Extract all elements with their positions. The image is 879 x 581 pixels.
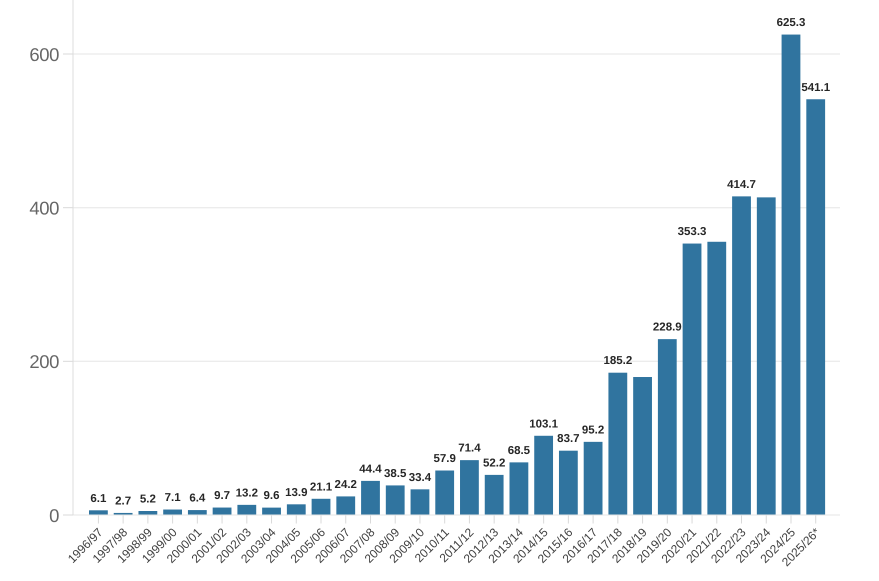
svg-text:6.1: 6.1 xyxy=(90,493,107,505)
svg-text:7.1: 7.1 xyxy=(165,492,182,504)
svg-text:353.3: 353.3 xyxy=(678,226,707,238)
svg-text:600: 600 xyxy=(29,44,59,65)
svg-text:13.2: 13.2 xyxy=(236,487,258,499)
svg-text:44.4: 44.4 xyxy=(359,463,382,475)
svg-text:5.2: 5.2 xyxy=(140,494,156,506)
svg-text:13.9: 13.9 xyxy=(285,487,307,499)
svg-text:68.5: 68.5 xyxy=(508,445,531,457)
svg-text:541.1: 541.1 xyxy=(801,82,830,94)
svg-text:21.1: 21.1 xyxy=(310,481,333,493)
svg-text:33.4: 33.4 xyxy=(409,472,432,484)
svg-text:9.7: 9.7 xyxy=(214,490,230,502)
svg-text:6.4: 6.4 xyxy=(189,493,206,505)
svg-text:185.2: 185.2 xyxy=(603,355,632,367)
svg-text:57.9: 57.9 xyxy=(433,453,455,465)
svg-text:71.4: 71.4 xyxy=(458,443,481,455)
svg-text:95.2: 95.2 xyxy=(582,424,604,436)
svg-text:83.7: 83.7 xyxy=(557,433,579,445)
svg-text:38.5: 38.5 xyxy=(384,468,407,480)
svg-text:0: 0 xyxy=(49,505,59,526)
svg-text:400: 400 xyxy=(29,198,59,219)
svg-text:625.3: 625.3 xyxy=(777,17,806,29)
svg-text:414.7: 414.7 xyxy=(727,179,756,191)
svg-text:103.1: 103.1 xyxy=(529,418,558,430)
svg-text:9.6: 9.6 xyxy=(264,490,280,502)
svg-text:2.7: 2.7 xyxy=(115,495,131,507)
svg-text:24.2: 24.2 xyxy=(335,479,357,491)
svg-text:52.2: 52.2 xyxy=(483,457,505,469)
svg-text:228.9: 228.9 xyxy=(653,322,682,334)
svg-text:200: 200 xyxy=(29,351,59,372)
